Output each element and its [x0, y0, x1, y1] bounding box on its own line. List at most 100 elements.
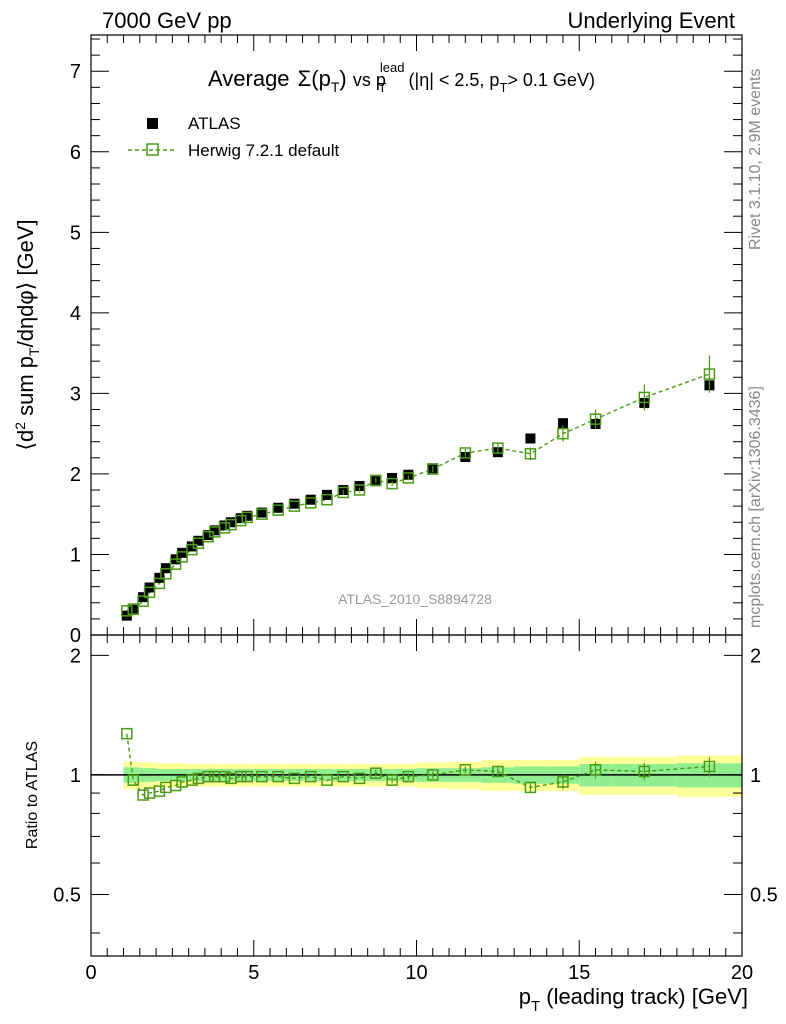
ratio-axis-ticks: 0 5 10 15 20 0.5 0.5 1 1 2 2	[53, 635, 778, 984]
main-series-layer	[121, 355, 716, 621]
herwig-point	[256, 508, 268, 520]
y-tick-label: 3	[70, 383, 81, 405]
herwig-point	[153, 577, 166, 590]
legend-atlas-marker	[147, 118, 158, 129]
ratio-herwig-point	[304, 770, 317, 783]
atlas-point	[525, 433, 536, 444]
ratio-herwig-point	[137, 789, 149, 801]
herwig-point	[304, 497, 317, 509]
header-left: 7000 GeV pp	[102, 8, 232, 33]
ratio-uncertainty-bands	[91, 755, 742, 797]
ratio-herwig-point	[234, 770, 247, 783]
atlas-point	[354, 481, 365, 492]
y-tick-label: 0	[70, 625, 81, 647]
header-right: Underlying Event	[567, 8, 735, 33]
ratio-tick-label-right: 2	[750, 645, 761, 667]
herwig-point	[137, 595, 149, 607]
herwig-point	[557, 427, 569, 440]
ratio-herwig-point	[524, 781, 537, 794]
atlas-point	[177, 547, 188, 558]
herwig-point	[288, 500, 301, 512]
atlas-point	[235, 513, 246, 524]
atlas-point	[403, 469, 414, 480]
ratio-plot-frame	[90, 634, 743, 957]
y-tick-label: 7	[70, 61, 81, 83]
ratio-herwig-point	[402, 770, 415, 783]
ratio-tick-label-right: 1	[750, 765, 761, 787]
y-tick-label: 1	[70, 544, 81, 566]
atlas-point	[289, 498, 300, 509]
main-ylabel: ⟨d2 sum pT/dηdφ⟩ [GeV]	[12, 219, 42, 450]
herwig-point	[703, 368, 716, 380]
atlas-point	[193, 535, 204, 546]
ratio-herwig-point	[186, 774, 198, 786]
herwig-point	[127, 603, 140, 615]
atlas-point	[305, 494, 316, 505]
x-tick-label: 20	[731, 962, 753, 984]
herwig-point	[321, 493, 333, 506]
mcplots-label: mcplots.cern.ch [arXiv:1306.3436]	[747, 386, 764, 628]
herwig-point	[121, 605, 133, 617]
ratio-herwig-point	[272, 770, 284, 783]
ratio-ylabel: Ratio to ATLAS	[24, 741, 41, 849]
atlas-point	[273, 502, 284, 513]
herwig-point	[169, 558, 182, 570]
herwig-point	[492, 442, 504, 454]
ratio-herwig-point	[492, 765, 504, 778]
atlas-point	[242, 510, 253, 521]
ratio-tick-label-right: 0.5	[750, 884, 778, 906]
ratio-series-layer	[121, 727, 716, 801]
ratio-herwig-point	[370, 767, 382, 779]
ratio-tick-label-left: 0.5	[53, 884, 81, 906]
ratio-herwig-point	[386, 774, 398, 786]
legend: ATLAS Herwig 7.2.1 default	[128, 114, 339, 160]
herwig-point	[241, 511, 253, 524]
ratio-herwig-point	[169, 779, 182, 792]
herwig-point	[353, 484, 366, 496]
herwig-point	[459, 447, 472, 459]
ratio-herwig-point	[321, 774, 333, 786]
herwig-point	[402, 472, 415, 484]
herwig-line	[126, 373, 710, 612]
herwig-point	[272, 504, 284, 516]
y-tick-label: 2	[70, 464, 81, 486]
herwig-point	[337, 486, 350, 499]
atlas-point	[225, 517, 236, 528]
rivet-label: Rivet 3.1.10, 2.9M events	[747, 69, 764, 250]
ratio-herwig-point	[288, 772, 301, 785]
analysis-id: ATLAS_2010_S8894728	[338, 591, 492, 607]
herwig-point	[160, 568, 172, 580]
plot-title: Average Σ(pT) vs plead T (|η| < 2.5, pT> …	[208, 60, 595, 97]
x-tick-label: 15	[568, 962, 590, 984]
herwig-point	[192, 537, 205, 549]
atlas-point	[203, 530, 214, 541]
legend-herwig-marker	[146, 143, 159, 156]
ratio-herwig-point	[703, 760, 716, 773]
herwig-point	[176, 551, 188, 563]
ratio-herwig-point	[353, 772, 366, 785]
y-tick-label: 5	[70, 222, 81, 244]
ratio-herwig-point	[589, 764, 602, 776]
herwig-point	[524, 448, 537, 460]
ratio-tick-label-left: 2	[70, 645, 81, 667]
herwig-point	[143, 586, 156, 599]
ratio-herwig-point	[256, 770, 268, 783]
y-tick-label: 6	[70, 142, 81, 164]
ratio-herwig-point	[127, 774, 140, 786]
herwig-point	[638, 391, 651, 404]
ratio-herwig-point	[241, 770, 253, 783]
herwig-point	[589, 413, 602, 425]
ratio-herwig-point	[218, 770, 231, 783]
ratio-herwig-point	[638, 765, 651, 778]
atlas-point	[138, 592, 149, 603]
x-tick-label: 10	[405, 962, 427, 984]
herwig-point	[218, 522, 231, 534]
ratio-herwig-point	[121, 727, 133, 740]
x-tick-label: 0	[85, 962, 96, 984]
ratio-herwig-point	[459, 764, 472, 776]
herwig-point	[370, 474, 382, 487]
atlas-point	[219, 520, 230, 531]
main-axis-ticks: 0 1 2 3 4 5 6 7	[70, 35, 743, 647]
atlas-point	[128, 603, 139, 614]
